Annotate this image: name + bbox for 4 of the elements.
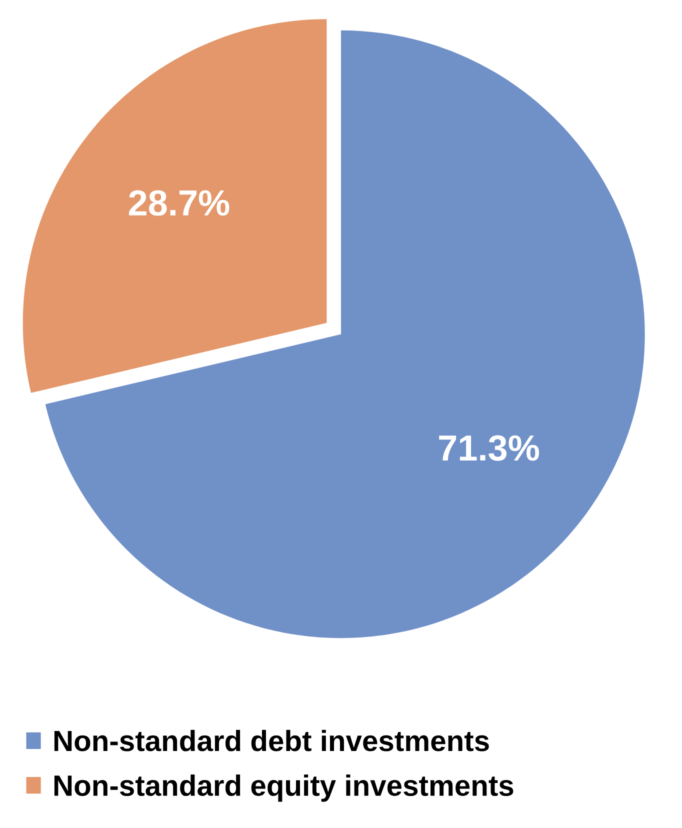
legend-label: Non-standard equity investments bbox=[54, 774, 514, 802]
data-label: 71.3% bbox=[439, 435, 540, 461]
data-label: 28.7% bbox=[129, 190, 230, 216]
legend-label: Non-standard debt investments bbox=[54, 730, 489, 752]
